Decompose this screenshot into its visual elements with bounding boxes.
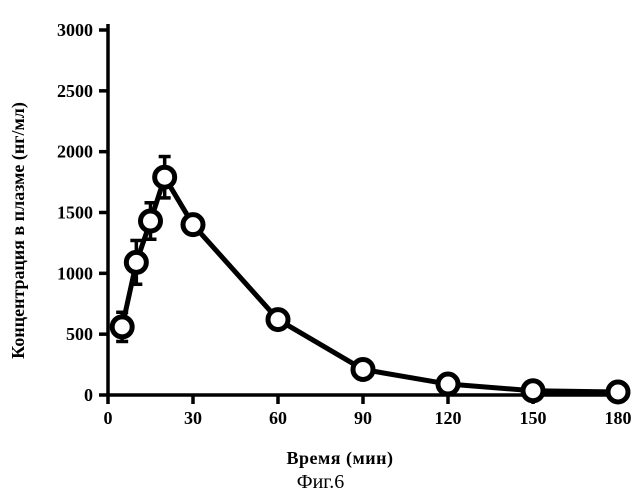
x-tick-label: 30 bbox=[184, 408, 202, 428]
x-tick-label: 60 bbox=[269, 408, 287, 428]
x-tick-label: 150 bbox=[520, 408, 547, 428]
data-marker bbox=[155, 167, 175, 187]
plot-svg: 0 500 1000 1500 2000 2500 3000 0 30 60 90 120 150 180 bbox=[0, 0, 641, 470]
y-tick-label: 1500 bbox=[57, 203, 93, 223]
y-tick-label: 2000 bbox=[57, 142, 93, 162]
x-tick-label: 120 bbox=[435, 408, 462, 428]
y-tick-label: 1000 bbox=[57, 263, 93, 283]
figure-container: Концентрация в плазме (нг/мл) 0500100015… bbox=[0, 0, 641, 500]
data-marker bbox=[608, 382, 628, 402]
y-tick-label: 2500 bbox=[57, 81, 93, 101]
data-marker bbox=[183, 215, 203, 235]
data-marker bbox=[141, 211, 161, 231]
figure-caption: Фиг.6 bbox=[0, 471, 641, 494]
data-marker bbox=[126, 252, 146, 272]
y-tick-label: 3000 bbox=[57, 20, 93, 40]
y-tick-label: 0 bbox=[84, 385, 93, 405]
x-tick-label: 180 bbox=[605, 408, 632, 428]
data-marker bbox=[112, 317, 132, 337]
x-axis-label: Время (мин) bbox=[60, 448, 620, 469]
data-marker bbox=[268, 310, 288, 330]
x-tick-label: 90 bbox=[354, 408, 372, 428]
data-marker bbox=[438, 374, 458, 394]
y-tick-label: 500 bbox=[66, 324, 93, 344]
data-marker bbox=[353, 359, 373, 379]
x-tick-label: 0 bbox=[104, 408, 113, 428]
data-marker bbox=[523, 381, 543, 401]
